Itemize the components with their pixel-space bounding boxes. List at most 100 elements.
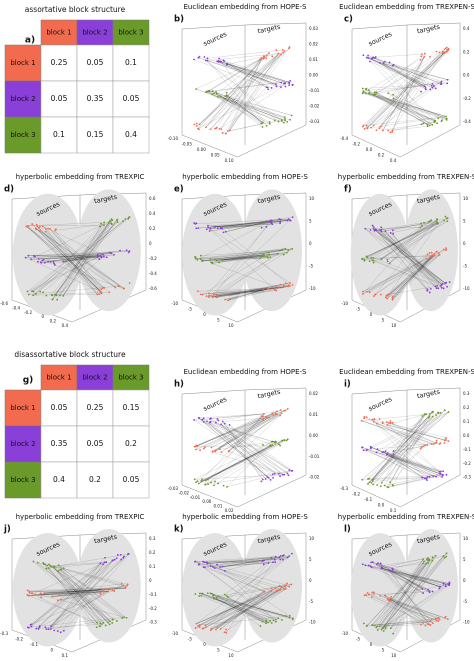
edge [197,58,262,129]
node [215,127,218,129]
edge [205,82,282,93]
node [267,562,270,564]
node [445,552,448,555]
edge [225,562,274,633]
edge [205,440,285,481]
node [373,592,375,595]
node [215,294,218,297]
edge [387,598,434,624]
z-tick-label: 0.03 [309,26,318,31]
edge [381,412,439,483]
node [49,628,52,630]
node [382,450,385,453]
edge [379,49,449,129]
node [424,413,426,416]
edge [220,556,280,568]
edge [198,57,282,83]
node [374,93,377,95]
edge [39,563,101,627]
sources-label: sources [367,30,394,48]
edge [368,57,426,88]
node [420,222,422,225]
edge [197,288,268,292]
edge [229,53,279,131]
x-tick-label: -0.1 [30,642,38,647]
edge [198,444,273,484]
node [120,558,123,561]
node [270,440,273,443]
edge [392,56,425,131]
edge [36,585,124,629]
node [104,556,107,559]
z-tick-label: -5 [463,263,467,268]
node [206,57,209,60]
node [291,247,294,250]
node [442,287,445,290]
edge [229,48,290,131]
edge [212,451,283,475]
edge [229,58,262,131]
z-tick-label: 5 [309,218,312,223]
edge [212,287,268,298]
edge [372,414,426,480]
node [49,227,51,230]
node [420,446,423,449]
edge [211,413,282,448]
edge [196,218,289,229]
edge [389,413,431,483]
edge [225,53,279,134]
node [50,625,53,628]
node [198,626,201,629]
edge [362,447,428,481]
edge [215,223,273,228]
node [270,590,273,592]
node [375,129,378,132]
edge [206,223,281,230]
edge [39,230,125,289]
x-tick-label: -0.4 [12,305,20,310]
node [207,296,210,298]
node [429,412,432,415]
edge [224,60,267,88]
edge [201,443,280,482]
node [446,82,449,85]
node [434,554,437,557]
edge [207,415,281,485]
node [124,217,127,220]
node [378,229,381,231]
edge [393,64,425,87]
edge [377,448,430,477]
edge [383,62,433,125]
node [42,291,44,294]
disk [76,189,141,312]
edge [379,563,427,627]
panel-title: assortative block structure [25,5,126,14]
node [431,415,434,418]
node [375,626,378,629]
edge [393,251,437,297]
node [116,218,119,221]
node [436,284,439,287]
node [360,419,363,422]
edge [214,414,274,451]
node [443,219,446,222]
edge [374,82,442,93]
z-tick-label: 0.02 [309,42,318,47]
edge [196,590,272,624]
edge [211,593,283,621]
edge [372,57,422,92]
node [51,595,54,598]
node [432,443,435,445]
edge [385,255,435,298]
edge [392,568,440,587]
edge [50,566,110,625]
node [423,221,426,224]
node [271,444,274,447]
edge [31,256,98,260]
node [198,55,201,58]
edge [366,222,439,257]
node [382,630,385,632]
edge [217,61,290,84]
node [442,474,444,476]
header-cell [40,19,78,46]
